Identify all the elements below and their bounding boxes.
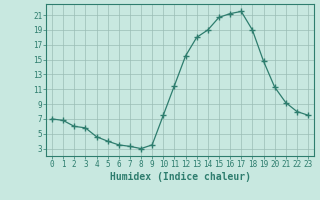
X-axis label: Humidex (Indice chaleur): Humidex (Indice chaleur): [109, 172, 251, 182]
